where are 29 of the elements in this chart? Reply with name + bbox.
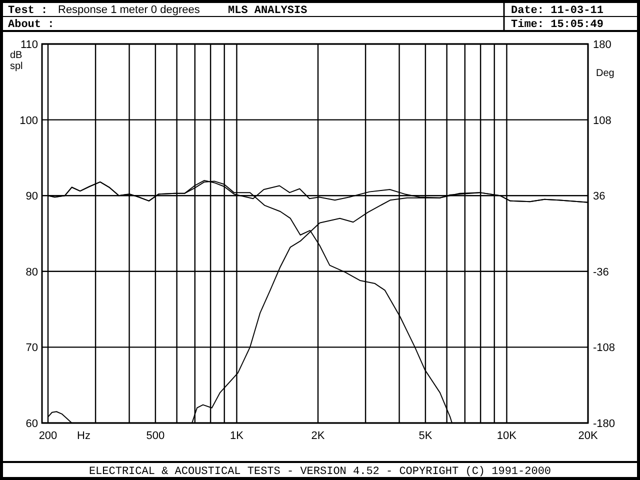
x-tick-label: 5K (418, 430, 433, 442)
text: Time: 15:05:49 (511, 19, 604, 31)
y-tick-label: 80 (26, 266, 38, 278)
y2-tick-label: 180 (593, 39, 612, 51)
y2-tick-label: -180 (593, 418, 616, 430)
x-tick-label: 200 (38, 430, 58, 442)
chart-title: MLS ANALYSIS (228, 5, 308, 17)
x-tick-label: 1K (230, 430, 244, 442)
y2-tick-label: -108 (593, 342, 616, 354)
y2-axis-title: Deg (596, 68, 614, 79)
text: Date: 11-03-11 (511, 5, 604, 17)
y-tick-label: 100 (20, 114, 38, 127)
y-axis-title: dB spl (10, 50, 23, 72)
x-tick-label: 20K (578, 430, 598, 442)
y2-tick-label: 108 (593, 114, 612, 127)
y-tick-label: 70 (26, 342, 38, 354)
x-tick-label: 500 (146, 430, 165, 442)
y-tick-label: 110 (20, 39, 38, 51)
text: Test : (8, 5, 48, 17)
text: Response 1 meter 0 degrees (58, 4, 200, 16)
text: ELECTRICAL & ACOUSTICAL TESTS - VERSION 4.52 - COPYRIGHT (C) 1991-2000 (88, 466, 552, 478)
y2-tick-label: 36 (593, 190, 606, 203)
x-axis-title: Hz (77, 430, 90, 442)
y-tick-label: 90 (26, 190, 38, 203)
x-tick-label: 10K (496, 430, 518, 442)
y2-tick-label: -36 (593, 266, 609, 278)
x-tick-label: 2K (311, 430, 326, 442)
y-tick-label: 60 (26, 418, 38, 430)
text: About : (8, 19, 54, 31)
